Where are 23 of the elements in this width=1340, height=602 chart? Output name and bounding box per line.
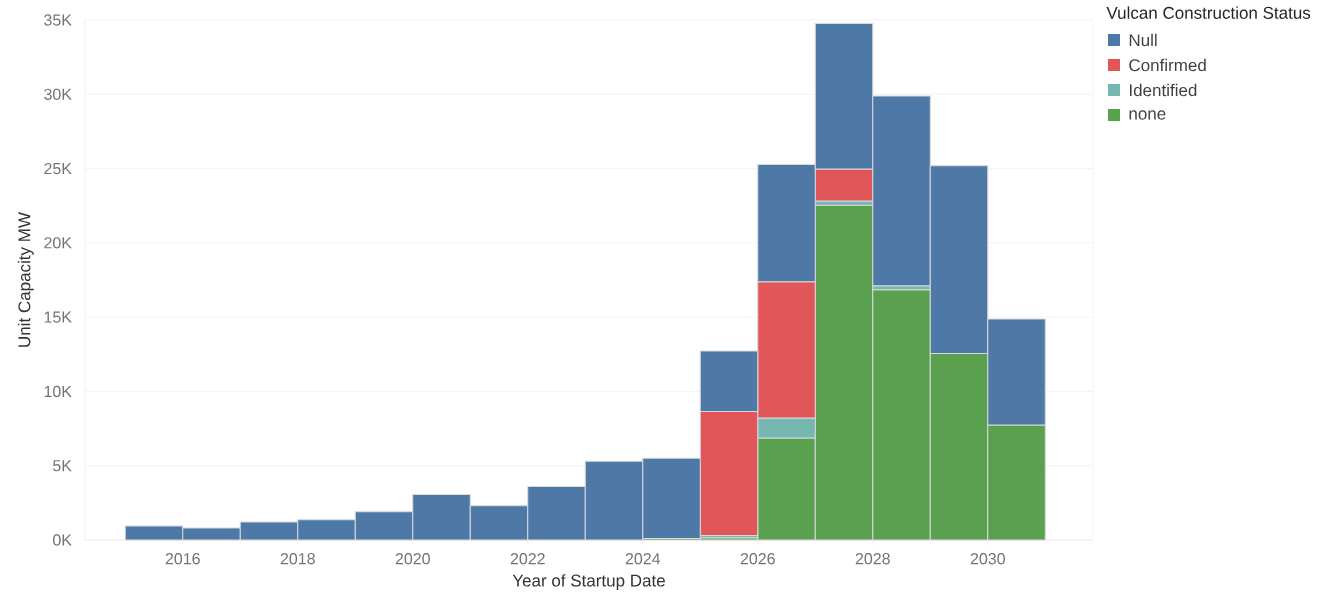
x-tick-label: 2018 xyxy=(280,553,315,565)
x-tick-label: 2024 xyxy=(625,553,661,565)
x-tick-label: 2030 xyxy=(970,553,1005,565)
y-tick-label: 10K xyxy=(44,385,72,398)
x-tick-label: 2020 xyxy=(395,553,430,565)
y-tick-label: 35K xyxy=(44,14,72,26)
y-tick-label: 0K xyxy=(53,534,72,546)
y-tick-label: 15K xyxy=(44,311,72,323)
x-tick-label: 2016 xyxy=(165,553,200,565)
x-tick-label: 2026 xyxy=(740,553,775,565)
y-tick-label: 30K xyxy=(44,88,72,100)
y-tick-label: 25K xyxy=(44,162,72,175)
legend-label: Identified xyxy=(1129,83,1197,97)
y-axis-title: Unit Capacity MW xyxy=(17,212,34,347)
y-tick-label: 5K xyxy=(53,460,72,472)
x-axis-title: Year of Startup Date xyxy=(512,574,665,590)
legend-label: Confirmed xyxy=(1129,58,1206,72)
x-tick-label: 2028 xyxy=(855,553,890,565)
legend-title: Vulcan Construction Status xyxy=(1106,6,1311,19)
legend-label: Null xyxy=(1129,33,1157,47)
x-tick-label: 2022 xyxy=(510,553,545,565)
legend-label: none xyxy=(1129,110,1166,120)
y-tick-label: 20K xyxy=(44,237,72,249)
